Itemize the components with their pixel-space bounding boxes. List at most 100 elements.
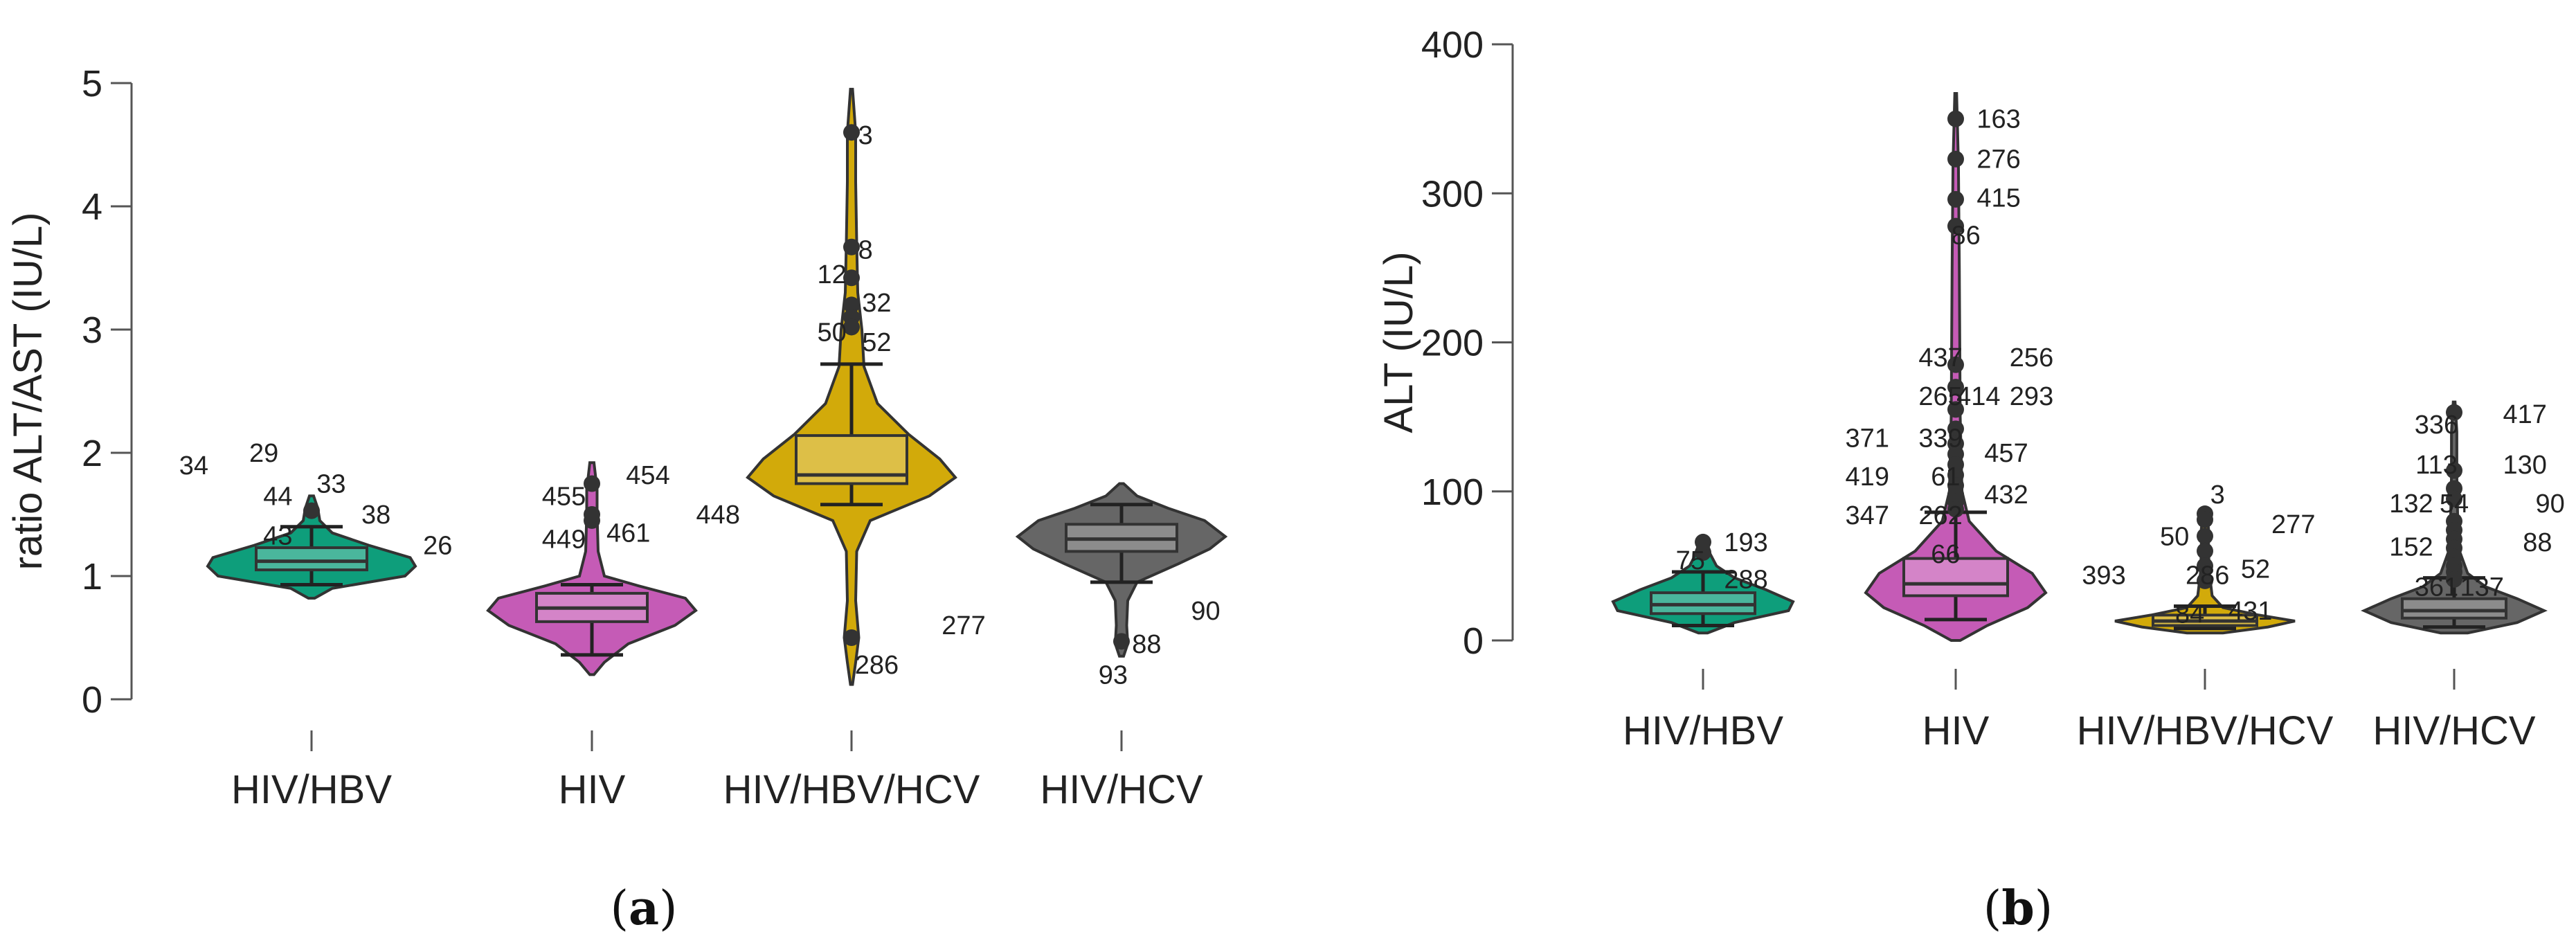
point-label: 90	[1191, 597, 1220, 626]
point-label: 54	[2440, 490, 2469, 519]
point-label: 52	[2241, 555, 2270, 584]
outlier-point	[2197, 557, 2213, 575]
point-label: 448	[696, 501, 740, 530]
point-label: 276	[1976, 145, 2020, 174]
x-tick-label: HIV/HCV	[2372, 708, 2536, 753]
y-tick-label: 0	[82, 679, 102, 721]
panel-label: (b)	[1983, 881, 2053, 936]
point-label: 3	[858, 121, 873, 150]
point-label: 52	[862, 328, 891, 357]
point-label: 455	[542, 482, 586, 511]
outlier-point	[2197, 528, 2213, 545]
outlier-point	[2197, 542, 2213, 559]
point-label: 193	[1724, 528, 1767, 557]
y-axis-title: ALT (IU/L)	[1376, 251, 1421, 433]
point-label: 90	[2536, 490, 2565, 519]
box	[1902, 557, 2009, 598]
outlier-point	[843, 629, 860, 646]
y-tick-label: 100	[1421, 471, 1484, 513]
y-axis-title: ratio ALT/AST (IU/L)	[6, 213, 51, 571]
point-label: 43	[263, 521, 292, 550]
point-label: 38	[361, 501, 390, 530]
outlier-point	[2197, 511, 2213, 528]
point-label: 26	[423, 532, 452, 561]
outlier-point	[1695, 533, 1711, 550]
outlier-point	[1947, 356, 1964, 373]
point-label: 113	[2415, 451, 2458, 480]
outlier-point	[2446, 571, 2462, 588]
point-label: 8	[858, 235, 873, 264]
y-tick-label: 0	[1463, 620, 1484, 662]
violin-group: 3 8 12 32 50 52 286 277	[746, 87, 986, 686]
point-label: 461	[606, 519, 650, 548]
outlier-point	[1947, 217, 1964, 235]
outlier-point	[1113, 633, 1130, 650]
outlier-point	[1947, 150, 1964, 168]
point-label: 262	[1918, 501, 1962, 530]
y-tick-label: 5	[82, 63, 102, 105]
x-tick-label: HIV	[1922, 708, 1990, 753]
outlier-point	[2446, 490, 2462, 508]
point-label: 29	[249, 439, 278, 468]
outlier-point	[1947, 501, 1964, 518]
point-label: 44	[263, 482, 292, 511]
x-tick-label: HIV/HCV	[1040, 767, 1203, 812]
point-label: 265	[1918, 382, 1962, 411]
point-label: 137	[2460, 573, 2503, 602]
box	[2401, 597, 2507, 620]
point-label: 132	[2389, 490, 2433, 519]
point-label: 286	[2186, 561, 2229, 590]
chart-panel-b: 0 100 200 300 400 ALT (IU/L) HIV/HBV HIV HIV/HBV…	[1376, 24, 2565, 936]
outlier-point	[584, 506, 600, 523]
outlier-point	[2197, 572, 2213, 589]
x-tick-label: HIV/HBV	[231, 767, 392, 812]
y-tick-label: 2	[82, 433, 102, 474]
y-tick-label: 1	[82, 556, 102, 598]
outlier-point	[843, 318, 860, 336]
point-label: 415	[1976, 184, 2020, 213]
outlier-point	[1947, 420, 1964, 438]
point-label: 93	[1099, 661, 1128, 690]
point-label: 33	[316, 470, 345, 499]
point-label: 61	[1931, 462, 1960, 492]
point-label: 75	[1676, 546, 1705, 575]
outlier-point	[843, 269, 860, 287]
y-tick-label: 3	[82, 309, 102, 351]
outlier-point	[1947, 379, 1964, 396]
point-label: 293	[2010, 382, 2053, 411]
outlier-point	[2446, 404, 2462, 421]
y-tick-label: 4	[82, 186, 102, 228]
outlier-point	[584, 475, 600, 492]
outlier-point	[843, 238, 860, 255]
point-label: 336	[2415, 411, 2458, 440]
point-label: 417	[2503, 400, 2546, 429]
violin-group: 34 29 44 33 38 43 26	[179, 439, 452, 600]
outlier-point	[1947, 110, 1964, 127]
point-label: 371	[1846, 424, 1889, 453]
violin-group: 3 277 50 52 393 286 84 431	[2082, 481, 2315, 635]
point-label: 414	[1956, 382, 2000, 411]
outlier-point	[843, 296, 860, 314]
violin-group: 455 454 449 461 448	[486, 461, 740, 676]
x-tick-label: HIV/HBV	[1623, 708, 1783, 753]
point-label: 457	[1984, 439, 2028, 468]
point-label: 50	[2160, 522, 2189, 551]
outlier-point	[1947, 401, 1964, 418]
point-label: 88	[1132, 630, 1161, 659]
outlier-point	[1947, 190, 1964, 208]
point-label: 286	[855, 651, 899, 680]
point-label: 152	[2389, 532, 2433, 562]
point-label: 50	[818, 318, 847, 348]
point-label: 361	[2415, 573, 2458, 602]
panel-label: (a)	[610, 881, 677, 936]
point-label: 34	[179, 451, 208, 481]
point-label: 449	[542, 526, 586, 555]
point-label: 347	[1846, 501, 1889, 530]
x-tick-label: HIV	[559, 767, 626, 812]
point-label: 437	[1918, 343, 1962, 372]
point-label: 431	[2228, 597, 2272, 626]
point-label: 277	[2271, 510, 2315, 539]
violin-group: 75 193 288	[1611, 528, 1795, 635]
